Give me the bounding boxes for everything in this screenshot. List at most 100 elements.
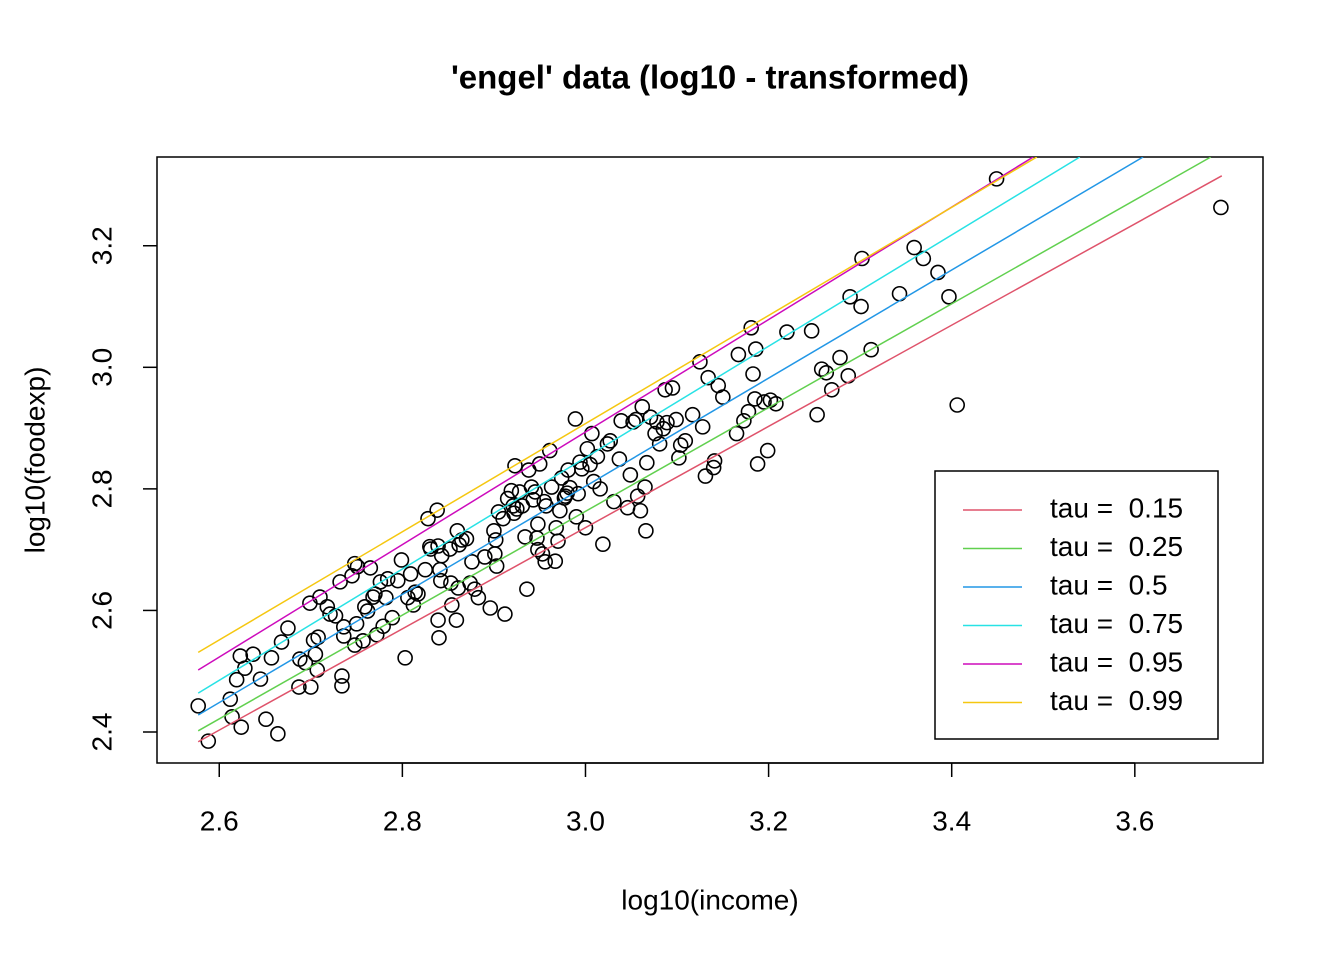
x-tick-label: 3.2 bbox=[749, 805, 788, 836]
y-tick-label: 3.0 bbox=[86, 348, 117, 387]
data-point bbox=[507, 457, 523, 474]
data-point bbox=[832, 349, 848, 366]
x-tick-label: 2.6 bbox=[200, 805, 239, 836]
data-point bbox=[263, 650, 280, 666]
chart-title: 'engel' data (log10 - transformed) bbox=[451, 59, 969, 96]
data-point bbox=[1213, 199, 1229, 216]
data-point bbox=[634, 399, 651, 415]
y-tick-label: 2.8 bbox=[86, 469, 117, 508]
data-point bbox=[402, 566, 419, 582]
data-point bbox=[602, 433, 619, 449]
data-point bbox=[252, 671, 269, 687]
data-point bbox=[941, 288, 957, 305]
data-point bbox=[697, 468, 714, 484]
x-tick-label: 3.4 bbox=[932, 805, 971, 836]
data-point bbox=[842, 288, 858, 305]
data-point bbox=[768, 395, 784, 412]
data-point bbox=[470, 589, 487, 606]
data-point bbox=[384, 609, 401, 626]
data-point bbox=[486, 523, 502, 539]
data-point bbox=[348, 616, 365, 632]
data-point bbox=[346, 637, 363, 653]
data-point bbox=[705, 459, 722, 476]
data-point bbox=[906, 239, 922, 256]
data-point bbox=[312, 589, 328, 605]
data-point bbox=[458, 530, 475, 547]
data-point bbox=[200, 733, 217, 749]
data-point bbox=[684, 406, 701, 423]
data-point bbox=[497, 606, 513, 622]
data-point bbox=[519, 581, 535, 597]
data-point bbox=[407, 584, 423, 601]
data-point bbox=[349, 558, 366, 575]
data-point bbox=[550, 533, 566, 549]
data-point bbox=[372, 574, 389, 590]
quantile-line bbox=[197, 175, 1223, 743]
data-point bbox=[668, 411, 684, 428]
data-point bbox=[430, 612, 446, 628]
quantile-line bbox=[197, 157, 1081, 694]
data-point bbox=[270, 726, 286, 742]
data-point bbox=[694, 419, 711, 435]
data-point bbox=[433, 572, 449, 589]
data-point bbox=[448, 612, 465, 628]
data-point bbox=[730, 346, 747, 363]
x-tick-label: 2.8 bbox=[383, 805, 422, 836]
legend-box bbox=[934, 470, 1219, 740]
data-point bbox=[530, 516, 546, 532]
quantile-line bbox=[197, 157, 1144, 716]
data-point bbox=[622, 467, 639, 483]
data-point bbox=[547, 553, 564, 570]
data-point bbox=[334, 668, 350, 684]
data-point bbox=[379, 571, 396, 587]
legend-label: tau = 0.5 bbox=[1050, 569, 1168, 600]
legend-label: tau = 0.25 bbox=[1050, 531, 1183, 562]
data-point bbox=[756, 394, 772, 410]
data-point bbox=[949, 397, 966, 413]
data-point bbox=[818, 364, 835, 381]
y-axis-label: log10(foodexp) bbox=[19, 367, 50, 554]
data-point bbox=[543, 479, 560, 495]
data-point bbox=[233, 719, 250, 735]
data-point bbox=[568, 509, 585, 525]
data-point bbox=[280, 620, 296, 636]
data-point bbox=[487, 532, 504, 548]
data-point bbox=[577, 519, 594, 536]
plot-area bbox=[190, 157, 1229, 749]
data-point bbox=[389, 572, 406, 589]
data-point bbox=[466, 581, 483, 597]
data-point bbox=[988, 171, 1005, 187]
data-point bbox=[595, 536, 611, 552]
data-point bbox=[647, 425, 663, 442]
data-point bbox=[393, 552, 410, 568]
data-point bbox=[334, 678, 350, 694]
data-point bbox=[228, 671, 245, 688]
x-tick-label: 3.0 bbox=[566, 805, 605, 836]
data-point bbox=[747, 391, 763, 407]
data-point bbox=[574, 461, 590, 477]
data-point bbox=[567, 411, 584, 427]
legend-label: tau = 0.99 bbox=[1050, 685, 1183, 716]
x-axis-label: log10(income) bbox=[621, 884, 798, 915]
data-point bbox=[291, 679, 307, 695]
data-point bbox=[664, 380, 681, 396]
data-point bbox=[332, 574, 348, 590]
data-point bbox=[779, 324, 795, 340]
legend-label: tau = 0.75 bbox=[1050, 608, 1183, 639]
data-point bbox=[442, 541, 458, 557]
data-point bbox=[430, 538, 446, 554]
data-point bbox=[190, 698, 207, 714]
x-tick-label: 3.6 bbox=[1115, 805, 1154, 836]
data-point bbox=[517, 529, 533, 545]
data-point bbox=[397, 650, 413, 666]
data-point bbox=[482, 600, 499, 616]
data-point bbox=[537, 554, 553, 570]
data-point bbox=[534, 546, 551, 562]
data-point bbox=[344, 567, 360, 584]
data-point bbox=[273, 634, 290, 650]
data-point bbox=[307, 646, 324, 662]
data-point bbox=[671, 450, 687, 466]
y-tick-label: 2.4 bbox=[86, 713, 117, 752]
data-point bbox=[659, 414, 675, 431]
